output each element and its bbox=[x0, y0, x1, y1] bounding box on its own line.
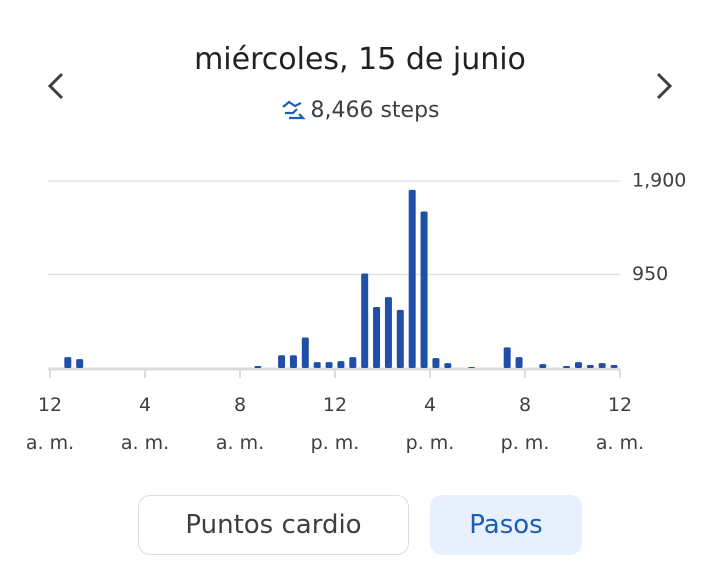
y-tick-label: 950 bbox=[632, 263, 668, 285]
x-tick-label: 12 a. m. bbox=[595, 394, 645, 454]
bar bbox=[289, 355, 297, 368]
bar bbox=[444, 363, 452, 368]
x-tick-label: 8 p. m. bbox=[500, 394, 550, 454]
bar bbox=[384, 297, 392, 368]
bar bbox=[373, 306, 381, 368]
bar bbox=[420, 211, 428, 368]
bar bbox=[586, 365, 594, 368]
steps-text: 8,466 steps bbox=[310, 98, 440, 123]
bar bbox=[361, 273, 369, 368]
bar bbox=[337, 361, 345, 368]
bar bbox=[76, 359, 84, 368]
x-tick-label: 12 p. m. bbox=[310, 394, 360, 454]
bar bbox=[468, 367, 476, 368]
bar bbox=[610, 365, 618, 368]
tab-button[interactable]: Puntos cardio bbox=[138, 495, 409, 555]
bar bbox=[325, 362, 333, 368]
x-tick-label: 8 a. m. bbox=[215, 394, 265, 454]
bar bbox=[64, 357, 72, 368]
steps-summary: 8,466 steps bbox=[0, 98, 720, 123]
prev-button[interactable] bbox=[44, 68, 68, 104]
bar bbox=[278, 355, 286, 368]
bar bbox=[408, 189, 416, 368]
bar bbox=[598, 363, 606, 368]
bar bbox=[396, 309, 404, 368]
bar bbox=[254, 366, 262, 368]
title: miércoles, 15 de junio bbox=[194, 42, 526, 77]
next-button[interactable] bbox=[652, 68, 676, 104]
bar bbox=[563, 366, 571, 368]
bar bbox=[301, 337, 309, 368]
bar bbox=[313, 362, 321, 368]
x-tick-label: 12 a. m. bbox=[25, 394, 75, 454]
tab-button-selected[interactable]: Pasos bbox=[430, 495, 582, 555]
bar bbox=[574, 362, 582, 368]
x-tick-label: 4 a. m. bbox=[120, 394, 170, 454]
x-tick-label: 4 p. m. bbox=[405, 394, 455, 454]
steps-icon bbox=[282, 100, 307, 120]
bar bbox=[515, 357, 523, 368]
chart: 950 1,900 bbox=[48, 170, 686, 378]
bar bbox=[539, 364, 547, 368]
bar bbox=[349, 357, 357, 368]
bar bbox=[432, 358, 440, 368]
y-tick-label: 1,900 bbox=[632, 170, 686, 192]
bar bbox=[503, 347, 511, 368]
